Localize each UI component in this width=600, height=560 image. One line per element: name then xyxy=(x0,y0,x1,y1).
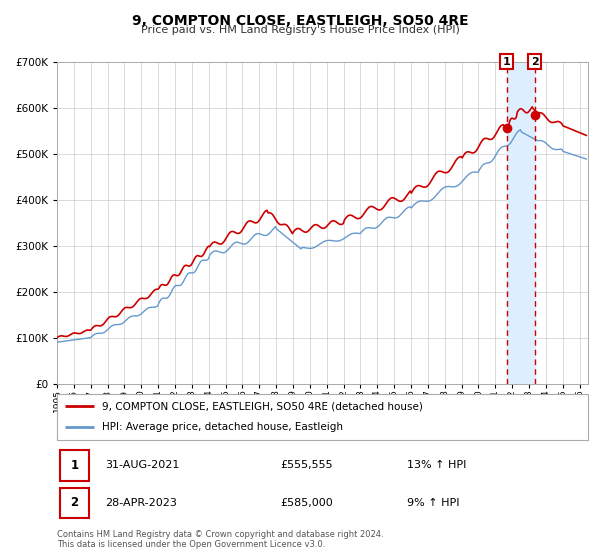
Text: 1: 1 xyxy=(70,459,79,472)
Text: 9% ↑ HPI: 9% ↑ HPI xyxy=(407,498,460,508)
Text: £555,555: £555,555 xyxy=(280,460,332,470)
Bar xyxy=(535,62,588,384)
Text: 28-APR-2023: 28-APR-2023 xyxy=(105,498,176,508)
Text: 1: 1 xyxy=(503,57,511,67)
Text: 13% ↑ HPI: 13% ↑ HPI xyxy=(407,460,467,470)
Bar xyxy=(59,488,89,518)
Text: This data is licensed under the Open Government Licence v3.0.: This data is licensed under the Open Gov… xyxy=(57,540,325,549)
Text: HPI: Average price, detached house, Eastleigh: HPI: Average price, detached house, East… xyxy=(102,422,343,432)
Bar xyxy=(506,62,535,384)
Text: £585,000: £585,000 xyxy=(280,498,333,508)
Text: Contains HM Land Registry data © Crown copyright and database right 2024.: Contains HM Land Registry data © Crown c… xyxy=(57,530,383,539)
Text: 9, COMPTON CLOSE, EASTLEIGH, SO50 4RE: 9, COMPTON CLOSE, EASTLEIGH, SO50 4RE xyxy=(131,14,469,28)
Text: 9, COMPTON CLOSE, EASTLEIGH, SO50 4RE (detached house): 9, COMPTON CLOSE, EASTLEIGH, SO50 4RE (d… xyxy=(102,401,423,411)
Bar xyxy=(59,450,89,480)
Text: Price paid vs. HM Land Registry's House Price Index (HPI): Price paid vs. HM Land Registry's House … xyxy=(140,25,460,35)
Text: 31-AUG-2021: 31-AUG-2021 xyxy=(105,460,179,470)
Text: 2: 2 xyxy=(531,57,538,67)
Text: 2: 2 xyxy=(70,496,79,510)
